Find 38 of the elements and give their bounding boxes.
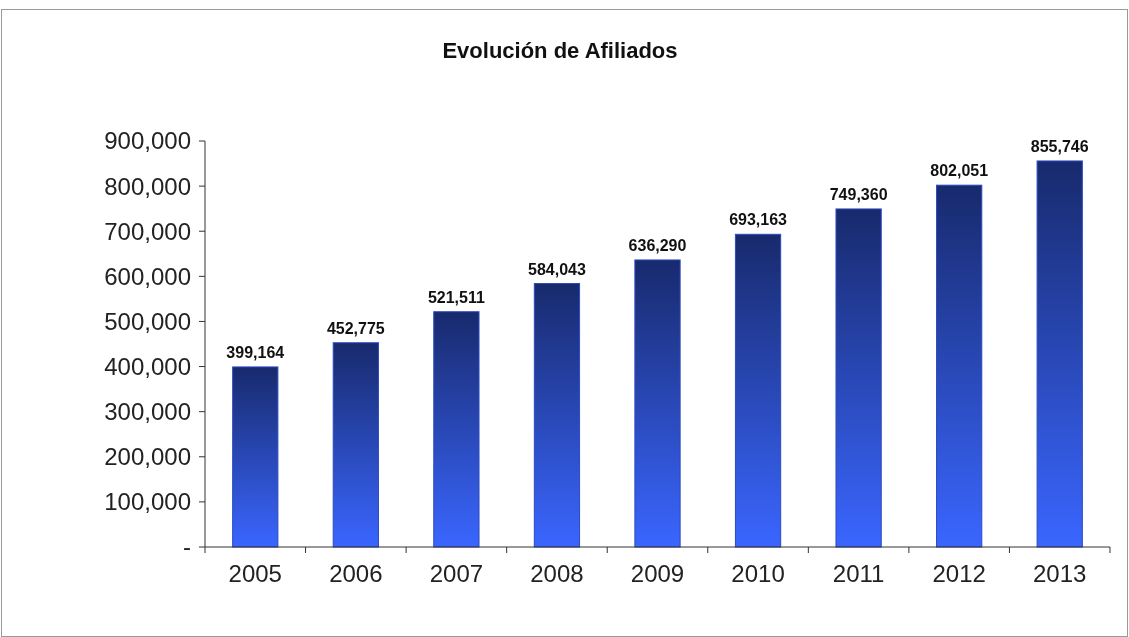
y-tick-label: 800,000	[104, 172, 191, 200]
y-tick-label: 400,000	[104, 352, 191, 380]
y-tick-label: 300,000	[104, 398, 191, 426]
bar	[533, 283, 581, 548]
bar	[332, 342, 379, 548]
data-label: 802,051	[930, 162, 989, 180]
bar	[232, 366, 279, 548]
x-tick-label: 2013	[1033, 560, 1087, 587]
y-tick-label: 700,000	[104, 217, 191, 245]
y-tick-label: -	[183, 533, 191, 561]
y-tick-label: 600,000	[104, 262, 191, 290]
x-tick-label: 2009	[630, 560, 685, 587]
y-tick-label: 100,000	[104, 488, 191, 516]
data-label: 855,746	[1030, 137, 1089, 155]
x-tick-label: 2008	[530, 560, 584, 587]
chart-title: Evolución de Afiliados	[442, 38, 678, 63]
data-label: 399,164	[226, 343, 285, 361]
data-label: 693,163	[729, 211, 788, 229]
x-tick-label: 2006	[329, 560, 383, 587]
x-tick-label: 2011	[832, 560, 885, 587]
x-tick-label: 2007	[429, 560, 484, 587]
y-tick-label: 900,000	[104, 127, 191, 155]
bar	[835, 208, 882, 548]
data-label: 452,775	[326, 319, 385, 337]
y-tick-label: 500,000	[104, 307, 191, 335]
bar	[634, 259, 681, 548]
data-label: 749,360	[829, 185, 888, 203]
bar	[433, 311, 480, 548]
bar	[734, 233, 782, 548]
data-label: 636,290	[628, 236, 687, 254]
y-tick-label: 200,000	[104, 443, 191, 471]
x-tick-label: 2010	[731, 560, 785, 587]
data-label: 521,511	[427, 288, 485, 306]
data-label: 584,043	[528, 260, 586, 278]
x-tick-label: 2012	[932, 560, 986, 587]
bar	[1036, 160, 1083, 548]
bar	[936, 184, 983, 548]
x-tick-label: 2005	[228, 560, 282, 587]
